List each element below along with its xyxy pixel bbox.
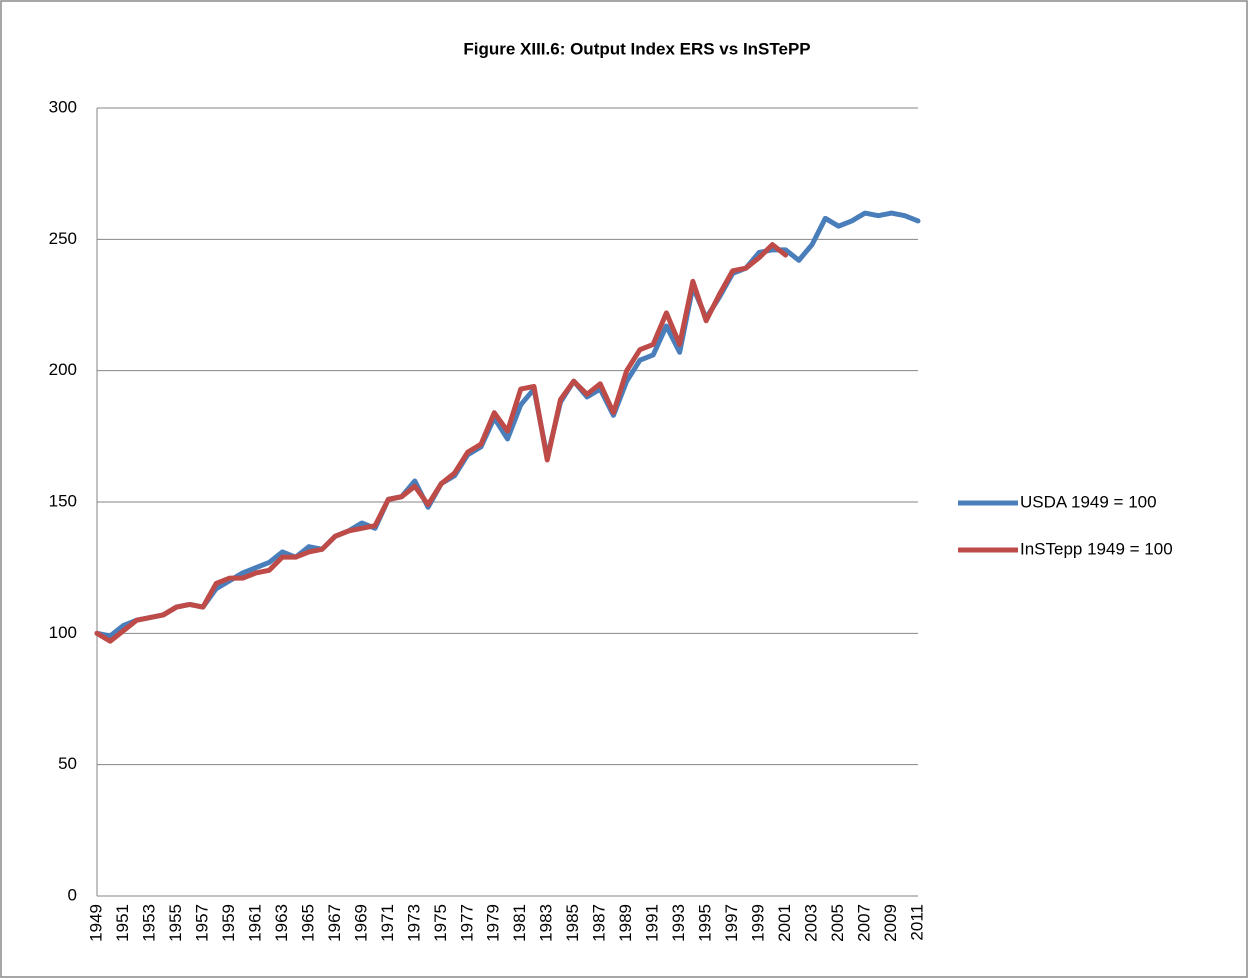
legend-label: USDA 1949 = 100 bbox=[1020, 492, 1157, 511]
x-tick-label: 1997 bbox=[722, 904, 741, 942]
x-tick-label: 1981 bbox=[510, 904, 529, 942]
x-tick-label: 1977 bbox=[457, 904, 476, 942]
x-tick-label: 1989 bbox=[616, 904, 635, 942]
x-tick-label: 1969 bbox=[351, 904, 370, 942]
x-tick-label: 1993 bbox=[669, 904, 688, 942]
x-tick-label: 1949 bbox=[86, 904, 105, 942]
x-tick-label: 1953 bbox=[139, 904, 158, 942]
chart-title: Figure XIII.6: Output Index ERS vs InSTe… bbox=[463, 39, 810, 58]
x-tick-label: 2011 bbox=[907, 904, 926, 941]
x-tick-label: 1967 bbox=[325, 904, 344, 942]
y-tick-label: 150 bbox=[49, 491, 77, 510]
x-tick-label: 1971 bbox=[378, 904, 397, 942]
x-tick-label: 1955 bbox=[166, 904, 185, 942]
x-tick-label: 1951 bbox=[113, 904, 132, 942]
x-tick-label: 1991 bbox=[643, 904, 662, 942]
x-tick-label: 1975 bbox=[431, 904, 450, 942]
x-tick-label: 1983 bbox=[537, 904, 556, 942]
x-tick-label: 2005 bbox=[828, 904, 847, 942]
x-tick-label: 1979 bbox=[484, 904, 503, 942]
series-line bbox=[94, 242, 789, 644]
y-tick-label: 50 bbox=[58, 754, 77, 773]
x-tick-label: 1961 bbox=[245, 904, 264, 942]
x-tick-label: 2009 bbox=[881, 904, 900, 942]
legend-label: InSTepp 1949 = 100 bbox=[1020, 539, 1173, 558]
y-tick-label: 0 bbox=[68, 885, 77, 904]
y-tick-label: 250 bbox=[49, 229, 77, 248]
y-tick-label: 200 bbox=[49, 360, 77, 379]
x-tick-label: 1973 bbox=[404, 904, 423, 942]
x-tick-label: 1963 bbox=[272, 904, 291, 942]
y-tick-label: 100 bbox=[49, 623, 77, 642]
y-tick-label: 300 bbox=[49, 97, 77, 116]
x-tick-label: 1987 bbox=[590, 904, 609, 942]
x-tick-label: 1985 bbox=[563, 904, 582, 942]
x-tick-label: 1959 bbox=[219, 904, 238, 942]
x-tick-label: 2003 bbox=[802, 904, 821, 942]
x-tick-label: 1965 bbox=[298, 904, 317, 942]
x-tick-label: 2007 bbox=[855, 904, 874, 942]
x-tick-label: 1957 bbox=[192, 904, 211, 942]
x-tick-label: 2001 bbox=[775, 904, 794, 942]
x-tick-label: 1995 bbox=[696, 904, 715, 942]
x-tick-label: 1999 bbox=[749, 904, 768, 942]
